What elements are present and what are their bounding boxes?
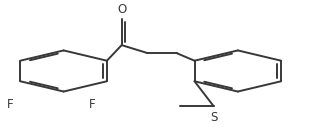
- Text: S: S: [210, 112, 217, 124]
- Text: F: F: [89, 98, 96, 111]
- Text: F: F: [6, 98, 13, 111]
- Text: O: O: [117, 3, 126, 16]
